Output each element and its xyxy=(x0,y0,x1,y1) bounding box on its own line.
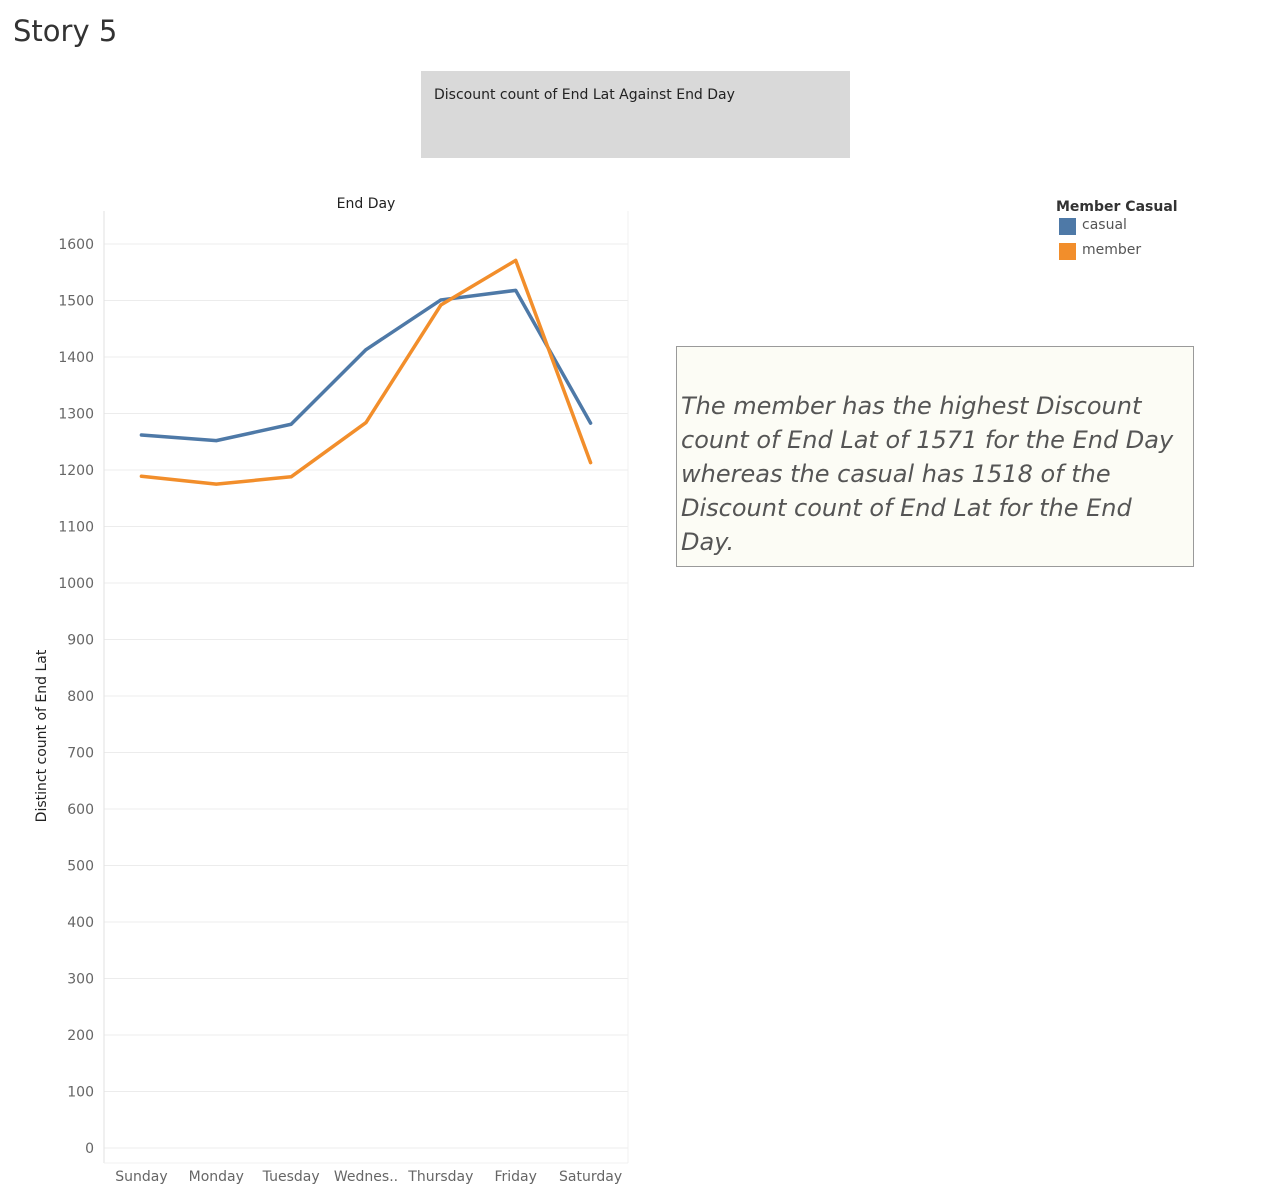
x-tick-label: Friday xyxy=(494,1169,536,1185)
y-tick-label: 1500 xyxy=(58,294,94,310)
data-point-casual xyxy=(139,433,143,437)
y-axis-title: Distinct count of End Lat xyxy=(34,649,50,822)
legend-item-member[interactable]: member xyxy=(1056,240,1236,265)
y-tick-label: 1400 xyxy=(58,350,94,366)
y-tick-label: 600 xyxy=(67,802,94,818)
y-tick-label: 700 xyxy=(67,746,94,762)
y-tick-label: 100 xyxy=(67,1085,94,1101)
series-line-casual xyxy=(139,288,593,443)
data-point-member xyxy=(214,482,218,486)
legend-swatch-casual xyxy=(1059,218,1076,235)
y-tick-label: 300 xyxy=(67,972,94,988)
caption-text: Discount count of End Lat Against End Da… xyxy=(434,87,735,103)
data-point-casual xyxy=(514,288,518,292)
data-point-casual xyxy=(589,421,593,425)
y-tick-label: 800 xyxy=(67,689,94,705)
annotation-text: The member has the highest Discount coun… xyxy=(681,392,1181,556)
y-tick-label: 400 xyxy=(67,915,94,931)
data-point-casual xyxy=(439,298,443,302)
legend-swatch-member xyxy=(1059,243,1076,260)
y-tick-label: 900 xyxy=(67,633,94,649)
data-point-casual xyxy=(289,422,293,426)
x-tick-label: Saturday xyxy=(559,1169,622,1185)
x-tick-label: Sunday xyxy=(115,1169,167,1185)
data-point-casual xyxy=(214,439,218,443)
legend-label-casual: casual xyxy=(1082,217,1127,233)
legend-title: Member Casual xyxy=(1056,199,1178,215)
x-tick-label: Thursday xyxy=(407,1169,473,1185)
series-line-member xyxy=(139,258,593,486)
y-tick-label: 1600 xyxy=(58,237,94,253)
x-tick-label: Tuesday xyxy=(262,1169,320,1185)
y-tick-label: 1300 xyxy=(58,407,94,423)
x-tick-label: Monday xyxy=(189,1169,244,1185)
line-chart: 0 100 200 300 400 500 600 700 800 900 1000 1100 1200… xyxy=(34,196,629,1185)
data-point-casual xyxy=(364,348,368,352)
y-tick-label: 200 xyxy=(67,1028,94,1044)
data-point-member xyxy=(439,303,443,307)
data-point-member xyxy=(364,421,368,425)
data-point-member xyxy=(589,461,593,465)
x-tick-label: Wednes.. xyxy=(334,1169,398,1185)
y-tick-label: 1200 xyxy=(58,463,94,479)
data-point-member xyxy=(139,474,143,478)
x-axis-header: End Day xyxy=(337,196,396,212)
story-title: Story 5 xyxy=(13,14,118,48)
y-tick-label: 0 xyxy=(85,1141,94,1157)
legend-label-member: member xyxy=(1082,242,1142,258)
data-point-member xyxy=(514,258,518,262)
story-caption-box[interactable]: Discount count of End Lat Against End Da… xyxy=(421,71,850,158)
y-tick-label: 500 xyxy=(67,859,94,875)
legend-item-casual[interactable]: casual xyxy=(1056,215,1236,240)
y-tick-label: 1000 xyxy=(58,576,94,592)
annotation-box[interactable]: The member has the highest Discount coun… xyxy=(676,346,1194,567)
y-tick-label: 1100 xyxy=(58,520,94,536)
legend: Member Casual casual member xyxy=(1056,199,1236,265)
data-point-member xyxy=(289,475,293,479)
